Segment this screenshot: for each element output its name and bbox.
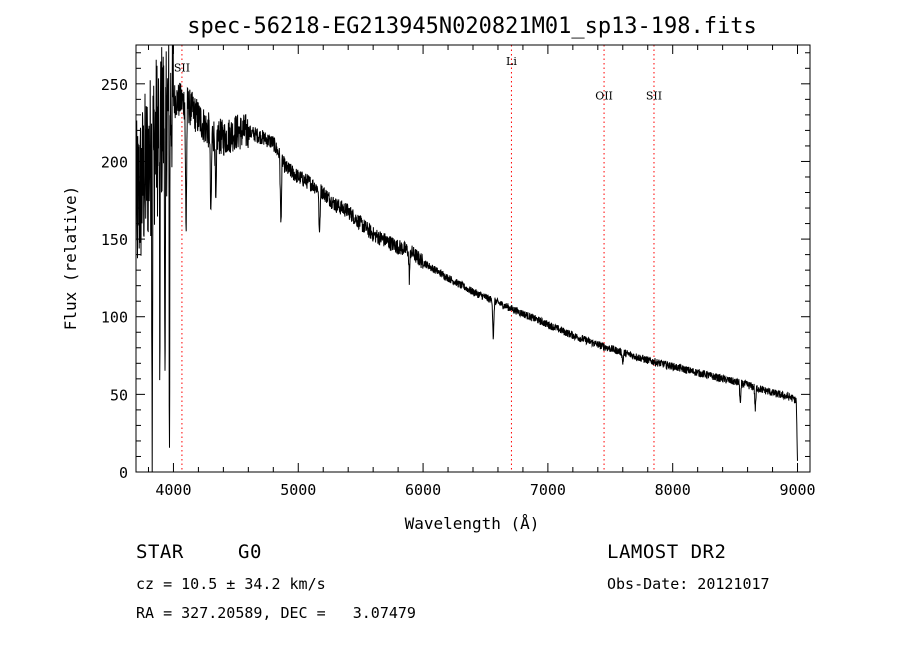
plot-frame <box>135 44 811 473</box>
y-tick-label: 100 <box>101 309 128 327</box>
chart-title: spec-56218-EG213945N020821M01_sp13-198.f… <box>187 14 757 39</box>
spectrum-series <box>135 44 798 473</box>
x-tick-label: 6000 <box>405 481 441 499</box>
y-axis-label: Flux (relative) <box>61 186 80 331</box>
axis-ticks: 4000 5000 6000 7000 8000 9000 0 50 100 150 200 250 <box>101 45 816 499</box>
y-tick-label: 150 <box>101 231 128 249</box>
y-tick-label: 50 <box>110 386 128 404</box>
x-tick-label: 4000 <box>155 481 191 499</box>
obs-date: Obs-Date: 20121017 <box>607 575 770 593</box>
coordinates-info: RA = 327.20589, DEC = 3.07479 <box>136 604 416 622</box>
line-marker-label: SII <box>174 61 190 74</box>
emission-line-markers: SII Li OII SII <box>174 45 662 472</box>
line-marker-label: Li <box>506 55 517 68</box>
y-tick-label: 200 <box>101 153 128 171</box>
x-axis-label: Wavelength (Å) <box>405 514 540 533</box>
spectral-class: STAR <box>136 541 184 563</box>
spectral-subclass: G0 <box>238 541 262 563</box>
line-marker-label: OII <box>595 89 613 102</box>
redshift-info: cz = 10.5 ± 34.2 km/s <box>136 575 326 593</box>
x-tick-label: 5000 <box>280 481 316 499</box>
x-tick-label: 7000 <box>530 481 566 499</box>
x-tick-label: 8000 <box>655 481 691 499</box>
x-tick-label: 9000 <box>779 481 815 499</box>
line-marker-label: SII <box>646 89 662 102</box>
y-tick-label: 250 <box>101 76 128 94</box>
y-tick-label: 0 <box>119 464 128 482</box>
survey-name: LAMOST DR2 <box>607 541 727 563</box>
spectrum-line <box>135 44 798 473</box>
